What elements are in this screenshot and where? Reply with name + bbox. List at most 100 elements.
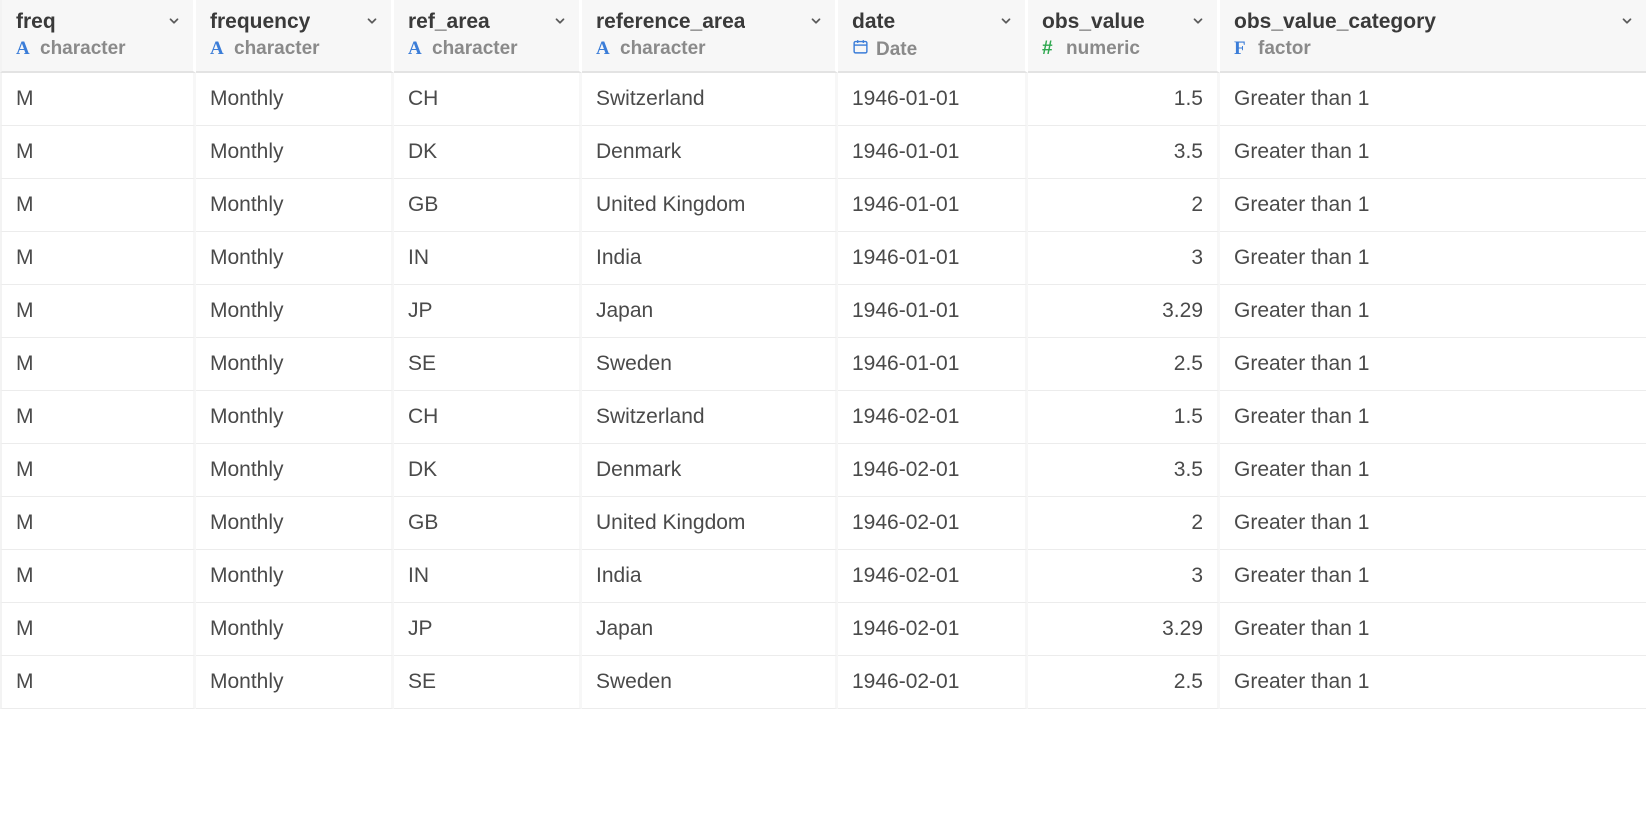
- cell-reference_area: Switzerland: [582, 391, 838, 444]
- date-type-icon: [852, 38, 870, 61]
- cell-freq: M: [0, 126, 196, 179]
- cell-freq: M: [0, 444, 196, 497]
- column-type-row: Acharacter: [16, 38, 181, 60]
- chevron-down-icon[interactable]: [1620, 14, 1634, 31]
- cell-obs_value_category: Greater than 1: [1220, 550, 1646, 603]
- cell-obs_value: 2.5: [1028, 656, 1220, 709]
- cell-frequency: Monthly: [196, 550, 394, 603]
- cell-ref_area: SE: [394, 656, 582, 709]
- cell-freq: M: [0, 391, 196, 444]
- table-row[interactable]: MMonthlyINIndia1946-02-013Greater than 1: [0, 550, 1646, 603]
- column-header-frequency[interactable]: frequency Acharacter: [196, 0, 394, 73]
- table-body: MMonthlyCHSwitzerland1946-01-011.5Greate…: [0, 73, 1646, 709]
- char-type-icon: A: [16, 38, 34, 60]
- cell-date: 1946-02-01: [838, 550, 1028, 603]
- cell-ref_area: DK: [394, 444, 582, 497]
- cell-date: 1946-02-01: [838, 656, 1028, 709]
- cell-ref_area: CH: [394, 73, 582, 126]
- cell-obs_value: 1.5: [1028, 73, 1220, 126]
- column-header-freq[interactable]: freqAcharacter: [0, 0, 196, 73]
- cell-ref_area: IN: [394, 550, 582, 603]
- cell-obs_value: 3: [1028, 550, 1220, 603]
- column-type-label: character: [432, 38, 518, 60]
- table-row[interactable]: MMonthlyGBUnited Kingdom1946-02-012Great…: [0, 497, 1646, 550]
- cell-date: 1946-01-01: [838, 232, 1028, 285]
- cell-ref_area: GB: [394, 497, 582, 550]
- chevron-down-icon[interactable]: [167, 14, 181, 31]
- column-type-label: character: [234, 38, 320, 60]
- chevron-down-icon[interactable]: [809, 14, 823, 31]
- column-type-label: factor: [1258, 38, 1311, 60]
- cell-ref_area: IN: [394, 232, 582, 285]
- chevron-down-icon[interactable]: [553, 14, 567, 31]
- cell-freq: M: [0, 73, 196, 126]
- table-row[interactable]: MMonthlyINIndia1946-01-013Greater than 1: [0, 232, 1646, 285]
- column-title: frequency: [210, 10, 310, 34]
- cell-frequency: Monthly: [196, 338, 394, 391]
- cell-obs_value_category: Greater than 1: [1220, 285, 1646, 338]
- cell-reference_area: India: [582, 550, 838, 603]
- table-row[interactable]: MMonthlyJPJapan1946-02-013.29Greater tha…: [0, 603, 1646, 656]
- cell-obs_value: 2: [1028, 179, 1220, 232]
- cell-reference_area: India: [582, 232, 838, 285]
- cell-frequency: Monthly: [196, 656, 394, 709]
- cell-date: 1946-01-01: [838, 285, 1028, 338]
- column-type-row: Ffactor: [1234, 38, 1634, 60]
- cell-obs_value_category: Greater than 1: [1220, 126, 1646, 179]
- table-header-row: freqAcharacterfrequencyAcharacterref_are…: [0, 0, 1646, 73]
- column-type-row: Acharacter: [210, 38, 379, 60]
- cell-freq: M: [0, 656, 196, 709]
- column-header-date[interactable]: date Date: [838, 0, 1028, 73]
- column-type-row: Acharacter: [596, 38, 823, 60]
- cell-obs_value: 2: [1028, 497, 1220, 550]
- column-type-label: Date: [876, 39, 917, 61]
- cell-obs_value_category: Greater than 1: [1220, 232, 1646, 285]
- cell-obs_value_category: Greater than 1: [1220, 338, 1646, 391]
- cell-ref_area: CH: [394, 391, 582, 444]
- cell-ref_area: GB: [394, 179, 582, 232]
- column-header-reference_area[interactable]: reference_areaAcharacter: [582, 0, 838, 73]
- chevron-down-icon[interactable]: [1191, 14, 1205, 31]
- cell-reference_area: United Kingdom: [582, 179, 838, 232]
- table-row[interactable]: MMonthlyDKDenmark1946-02-013.5Greater th…: [0, 444, 1646, 497]
- table-row[interactable]: MMonthlyGBUnited Kingdom1946-01-012Great…: [0, 179, 1646, 232]
- column-title-row: obs_value: [1042, 10, 1205, 34]
- table-row[interactable]: MMonthlyCHSwitzerland1946-02-011.5Greate…: [0, 391, 1646, 444]
- column-type-row: Acharacter: [408, 38, 567, 60]
- cell-obs_value_category: Greater than 1: [1220, 656, 1646, 709]
- cell-date: 1946-01-01: [838, 126, 1028, 179]
- cell-obs_value_category: Greater than 1: [1220, 603, 1646, 656]
- column-header-ref_area[interactable]: ref_area Acharacter: [394, 0, 582, 73]
- table-row[interactable]: MMonthlySESweden1946-01-012.5Greater tha…: [0, 338, 1646, 391]
- column-title: date: [852, 10, 895, 34]
- table-row[interactable]: MMonthlyCHSwitzerland1946-01-011.5Greate…: [0, 73, 1646, 126]
- cell-reference_area: Japan: [582, 285, 838, 338]
- table-row[interactable]: MMonthlySESweden1946-02-012.5Greater tha…: [0, 656, 1646, 709]
- table-row[interactable]: MMonthlyJPJapan1946-01-013.29Greater tha…: [0, 285, 1646, 338]
- cell-freq: M: [0, 603, 196, 656]
- column-title: ref_area: [408, 10, 490, 34]
- cell-ref_area: DK: [394, 126, 582, 179]
- cell-obs_value: 2.5: [1028, 338, 1220, 391]
- cell-ref_area: SE: [394, 338, 582, 391]
- cell-obs_value_category: Greater than 1: [1220, 497, 1646, 550]
- cell-freq: M: [0, 232, 196, 285]
- column-type-label: numeric: [1066, 38, 1140, 60]
- column-title: obs_value: [1042, 10, 1145, 34]
- cell-frequency: Monthly: [196, 232, 394, 285]
- column-title-row: date: [852, 10, 1013, 34]
- column-title-row: ref_area: [408, 10, 567, 34]
- column-type-label: character: [40, 38, 126, 60]
- column-type-label: character: [620, 38, 706, 60]
- chevron-down-icon[interactable]: [365, 14, 379, 31]
- cell-frequency: Monthly: [196, 444, 394, 497]
- cell-frequency: Monthly: [196, 179, 394, 232]
- cell-date: 1946-01-01: [838, 338, 1028, 391]
- column-header-obs_value_category[interactable]: obs_value_categoryFfactor: [1220, 0, 1646, 73]
- table-row[interactable]: MMonthlyDKDenmark1946-01-013.5Greater th…: [0, 126, 1646, 179]
- cell-reference_area: Denmark: [582, 126, 838, 179]
- column-header-obs_value[interactable]: obs_value#numeric: [1028, 0, 1220, 73]
- chevron-down-icon[interactable]: [999, 14, 1013, 31]
- cell-reference_area: Japan: [582, 603, 838, 656]
- cell-freq: M: [0, 285, 196, 338]
